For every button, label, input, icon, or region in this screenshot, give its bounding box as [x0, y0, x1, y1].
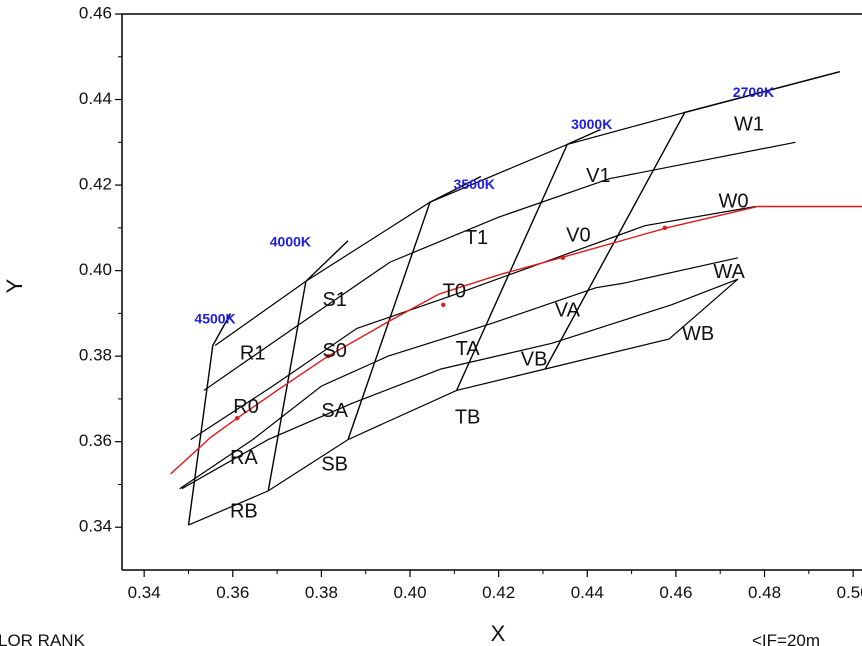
bin-grid-lines — [179, 71, 840, 526]
bin-label-t1: T1 — [465, 227, 488, 249]
y-axis-title: Y — [2, 278, 27, 293]
x-tick-label: 0.34 — [128, 583, 161, 602]
cct-labels: 4500K 4000K 3500K 3000K 2700K — [194, 84, 774, 327]
locus-marker — [662, 225, 668, 231]
bin-label-sb: SB — [321, 453, 348, 475]
locus-marker — [560, 255, 566, 260]
bin-label-rb: RB — [230, 501, 258, 523]
bin-label-s0: S0 — [322, 340, 346, 362]
cct-label-4500k: 4500K — [194, 311, 235, 327]
cct-line-4500k — [187, 313, 232, 526]
bin-label-r1: R1 — [240, 342, 266, 364]
x-tick-label: 0.42 — [482, 583, 515, 602]
x-tick-label: 0.48 — [748, 583, 781, 602]
bin-label-vb: VB — [521, 349, 548, 371]
bin-label-s1: S1 — [322, 289, 346, 311]
footer-right-text: <IF=20m — [752, 631, 820, 646]
locus-marker — [325, 353, 331, 359]
x-tick-label: 0.46 — [659, 583, 692, 602]
cct-line-3000k — [455, 128, 601, 391]
bin-label-ta: TA — [456, 338, 481, 360]
bin-label-tb: TB — [455, 406, 481, 428]
x-tick-label: 0.36 — [216, 583, 249, 602]
bin-label-w0: W0 — [718, 190, 748, 212]
bin-line-2 — [190, 205, 756, 441]
bin-line-1 — [203, 141, 796, 391]
cct-line-2700k — [544, 71, 840, 370]
cct-label-4000k: 4000K — [270, 234, 311, 250]
cct-label-3500k: 3500K — [454, 176, 495, 192]
bin-label-v1: V1 — [586, 165, 610, 187]
y-tick-label: 0.40 — [79, 260, 112, 279]
cct-line-3500k — [347, 175, 482, 440]
y-tick-label: 0.44 — [79, 89, 112, 108]
x-tick-label: 0.44 — [571, 583, 604, 602]
y-tick-label: 0.38 — [79, 346, 112, 365]
bin-label-t0: T0 — [443, 280, 466, 302]
bin-line-5 — [188, 278, 739, 526]
bin-line-3 — [179, 257, 739, 490]
x-tick-label: 0.40 — [393, 583, 426, 602]
cct-label-2700k: 2700K — [733, 84, 774, 100]
bin-label-va: VA — [555, 300, 581, 322]
footer-left-text: LOR RANK — [0, 631, 86, 646]
x-axis-title: X — [491, 621, 506, 646]
x-tick-label: 0.50 — [837, 583, 862, 602]
locus-marker — [235, 415, 240, 421]
y-tick-label: 0.34 — [79, 517, 112, 536]
bin-label-v0: V0 — [566, 225, 590, 247]
blackbody-locus — [170, 205, 862, 475]
x-tick-label: 0.38 — [305, 583, 338, 602]
cct-label-3000k: 3000K — [571, 116, 612, 132]
y-tick-label: 0.46 — [79, 3, 112, 22]
bin-label-wb: WB — [682, 323, 714, 345]
y-tick-label: 0.42 — [79, 175, 112, 194]
cct-line-4000k — [267, 240, 349, 492]
bin-labels: R1 R0 RA RB S1 S0 SA SB T1 T0 TA TB V1 V0 VA VB W1 W0 WA WB — [230, 113, 764, 522]
y-tick-label: 0.36 — [79, 431, 112, 450]
bin-label-w1: W1 — [734, 113, 764, 135]
bin-line-4 — [181, 278, 739, 490]
locus-marker — [441, 302, 446, 308]
bin-label-wa: WA — [713, 261, 745, 283]
bin-label-r0: R0 — [233, 396, 259, 418]
axes: 0.34 0.36 0.38 0.40 0.42 0.44 0.46 0.48 0.50 0.34… — [79, 3, 862, 602]
locus-markers — [235, 225, 668, 421]
bin-label-sa: SA — [321, 400, 348, 422]
bin-label-ra: RA — [230, 447, 258, 469]
cct-lines — [187, 71, 840, 526]
locus-line — [170, 205, 862, 475]
